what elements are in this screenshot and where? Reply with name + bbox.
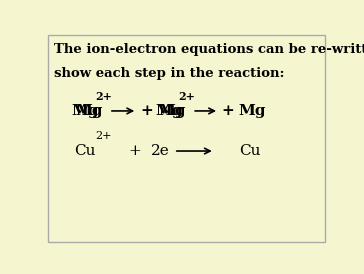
Text: show each step in the reaction:: show each step in the reaction:: [54, 67, 284, 80]
Text: +: +: [129, 144, 142, 158]
Text: 2+: 2+: [95, 91, 112, 102]
Text: Cu: Cu: [74, 144, 95, 158]
Text: Mg: Mg: [76, 104, 103, 118]
Text: 2e: 2e: [151, 144, 170, 158]
Text: Mg: Mg: [159, 104, 186, 118]
Text: +: +: [222, 104, 234, 118]
Text: Mg: Mg: [155, 104, 182, 118]
Text: Mg: Mg: [239, 104, 266, 118]
Text: 2+: 2+: [178, 91, 195, 102]
Text: The ion-electron equations can be re-written to: The ion-electron equations can be re-wri…: [54, 44, 364, 56]
Text: Cu: Cu: [239, 144, 260, 158]
Text: +: +: [140, 104, 153, 118]
Text: 2+: 2+: [95, 131, 111, 141]
Text: Mg: Mg: [72, 104, 99, 118]
